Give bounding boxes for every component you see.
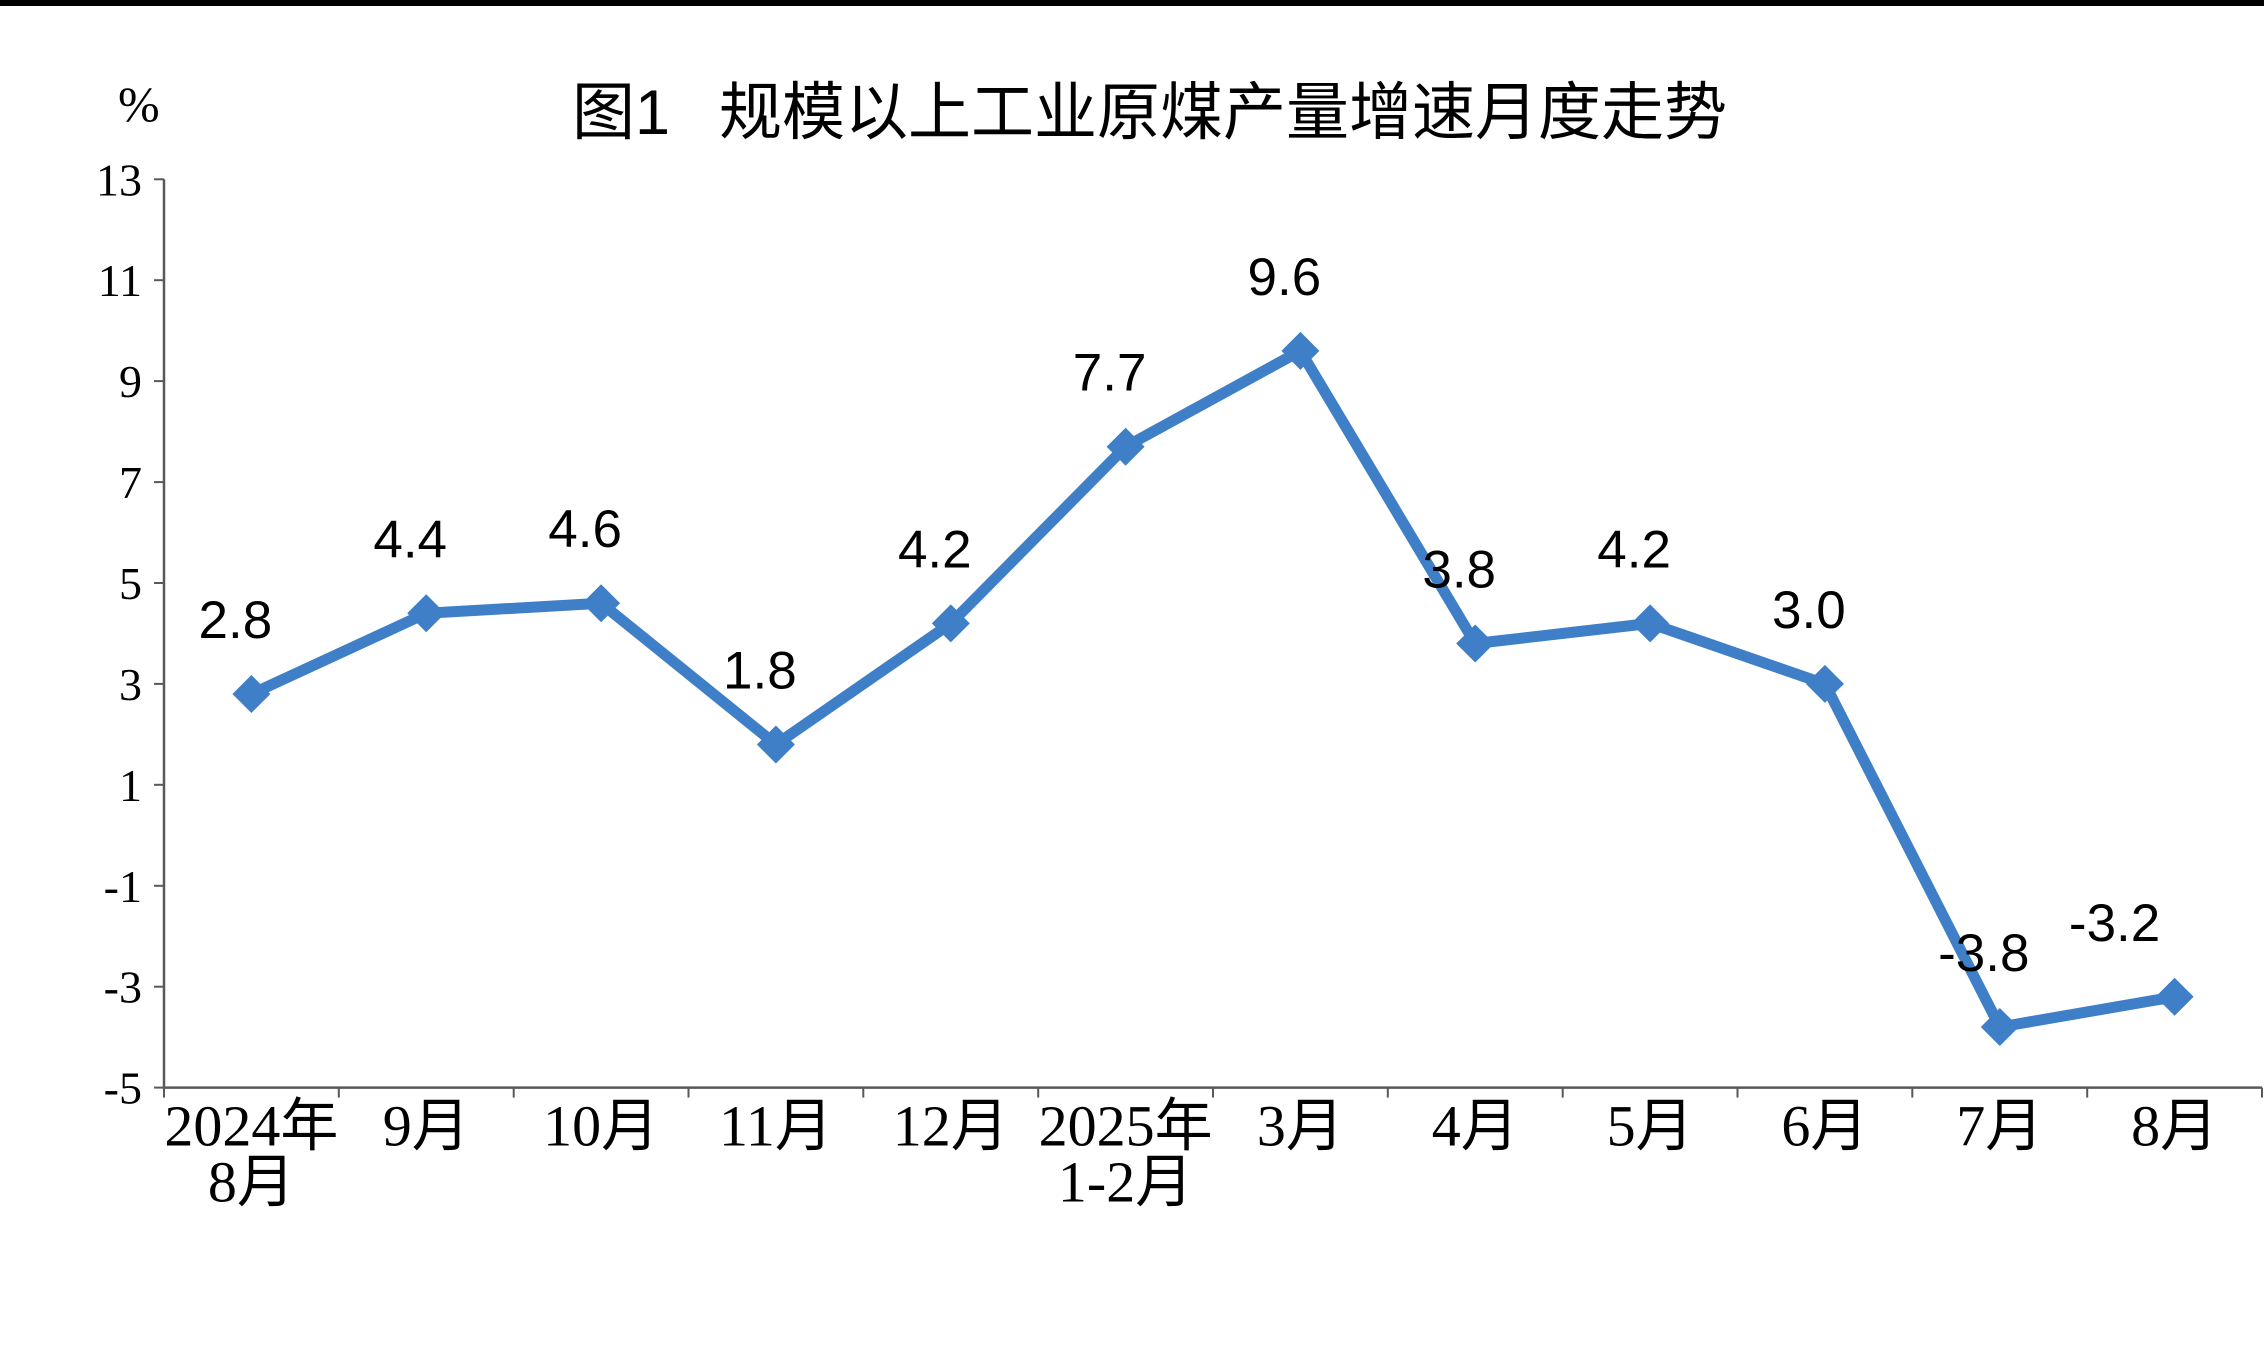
svg-text:-5: -5 <box>104 1063 142 1114</box>
svg-text:1.8: 1.8 <box>723 642 797 701</box>
svg-text:-3: -3 <box>104 962 142 1013</box>
svg-text:4.2: 4.2 <box>898 520 972 579</box>
svg-text:1-2月: 1-2月 <box>1058 1150 1193 1215</box>
svg-text:6月: 6月 <box>1781 1094 1868 1159</box>
svg-text:9.6: 9.6 <box>1248 248 1322 307</box>
svg-text:3.0: 3.0 <box>1772 581 1846 640</box>
svg-text:-3.2: -3.2 <box>2069 894 2160 953</box>
svg-text:11: 11 <box>98 255 142 306</box>
svg-text:13: 13 <box>96 154 142 205</box>
svg-text:4月: 4月 <box>1432 1094 1519 1159</box>
svg-text:9: 9 <box>119 356 142 407</box>
svg-text:7: 7 <box>119 457 142 508</box>
svg-text:4.4: 4.4 <box>373 510 447 569</box>
svg-text:8月: 8月 <box>208 1150 295 1215</box>
svg-text:5月: 5月 <box>1607 1094 1694 1159</box>
svg-text:2.8: 2.8 <box>199 591 273 650</box>
svg-text:10月: 10月 <box>543 1094 659 1159</box>
svg-text:7.7: 7.7 <box>1073 344 1147 403</box>
svg-text:12月: 12月 <box>893 1094 1009 1159</box>
svg-text:8月: 8月 <box>2131 1094 2218 1159</box>
svg-text:3.8: 3.8 <box>1422 541 1496 600</box>
svg-text:4.6: 4.6 <box>548 500 622 559</box>
svg-text:7月: 7月 <box>1956 1094 2043 1159</box>
svg-text:3: 3 <box>119 659 142 710</box>
svg-text:9月: 9月 <box>383 1094 470 1159</box>
svg-text:11月: 11月 <box>719 1094 833 1159</box>
svg-text:5: 5 <box>119 558 142 609</box>
svg-text:1: 1 <box>119 760 142 811</box>
svg-text:-3.8: -3.8 <box>1938 924 2029 983</box>
svg-text:-1: -1 <box>104 861 142 912</box>
svg-text:4.2: 4.2 <box>1597 520 1671 579</box>
svg-text:3月: 3月 <box>1257 1094 1344 1159</box>
